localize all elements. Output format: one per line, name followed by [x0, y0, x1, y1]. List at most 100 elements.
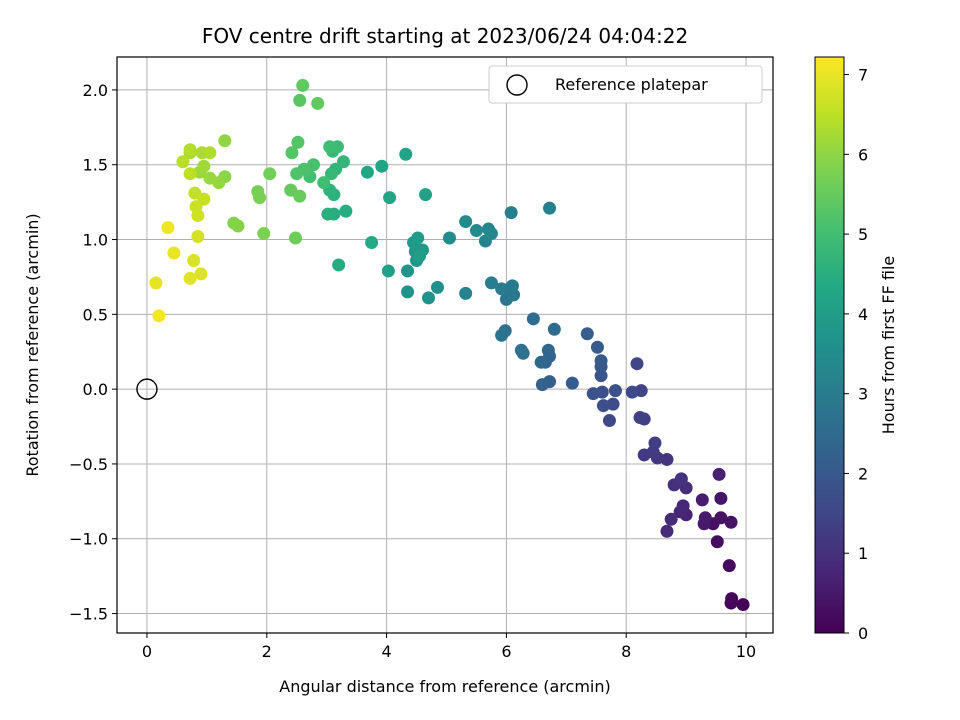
data-point	[712, 467, 726, 481]
data-point	[323, 140, 337, 154]
data-point	[399, 147, 413, 161]
data-point	[375, 159, 389, 173]
data-point	[676, 499, 690, 513]
colorbar: 0 1 2 3 4 5 6 7 Hours from first FF file	[814, 56, 898, 643]
data-point	[381, 264, 395, 278]
colorbar-tick-label: 2	[858, 464, 868, 483]
chart-title: FOV centre drift starting at 2023/06/24 …	[202, 24, 688, 48]
data-point	[167, 246, 181, 260]
data-point	[311, 96, 325, 110]
data-point	[360, 165, 374, 179]
data-point	[285, 146, 299, 160]
data-point	[594, 369, 608, 383]
legend-reference-marker	[506, 74, 528, 96]
x-tick-label: 8	[621, 642, 631, 661]
data-point	[547, 322, 561, 336]
data-point	[633, 411, 647, 425]
x-tick-label: 0	[142, 642, 152, 661]
data-point	[183, 167, 197, 181]
data-point	[590, 340, 604, 354]
data-point	[332, 258, 346, 272]
colorbar-tick-label: 4	[858, 305, 868, 324]
data-point	[383, 191, 397, 205]
data-point	[290, 167, 304, 181]
data-point	[194, 267, 208, 281]
data-point	[495, 282, 509, 296]
y-tick-label: 0.5	[83, 305, 108, 324]
data-point	[695, 493, 709, 507]
data-point	[263, 167, 277, 181]
data-point	[324, 167, 338, 181]
data-point	[514, 343, 528, 357]
colorbar-tick-label: 5	[858, 225, 868, 244]
data-point	[495, 328, 509, 342]
data-point	[725, 592, 739, 606]
data-point	[183, 143, 197, 157]
data-point	[586, 387, 600, 401]
data-point	[526, 312, 540, 326]
data-point	[365, 236, 379, 250]
y-tick-label: 0.0	[83, 380, 108, 399]
legend: Reference platepar	[488, 65, 763, 104]
data-point	[231, 219, 245, 233]
data-point	[218, 134, 232, 148]
data-point	[608, 384, 622, 398]
data-point	[191, 209, 205, 223]
data-point	[176, 155, 190, 169]
data-point	[543, 201, 557, 215]
data-point	[152, 309, 166, 323]
data-point	[459, 215, 473, 229]
reference-platepar-marker	[136, 378, 158, 400]
data-point	[336, 155, 350, 169]
y-tick-label: 1.5	[83, 156, 108, 175]
data-points	[149, 78, 750, 612]
data-point	[293, 189, 307, 203]
y-tick-label: 1.0	[83, 231, 108, 250]
x-tick-label: 6	[501, 642, 511, 661]
colorbar-label: Hours from first FF file	[879, 256, 898, 435]
data-point	[594, 354, 608, 368]
data-point	[289, 231, 303, 245]
y-tick-label: −1.0	[69, 530, 108, 549]
colorbar-tick-label: 7	[858, 66, 868, 85]
data-point	[580, 327, 594, 341]
data-point	[565, 376, 579, 390]
colorbar-tick-label: 1	[858, 544, 868, 563]
data-point	[710, 535, 724, 549]
data-point	[602, 414, 616, 428]
y-axis-ticks: −1.5 −1.0 −0.5 0.0 0.5 1.0 1.5 2.0	[69, 81, 117, 624]
colorbar-tick-label: 0	[858, 624, 868, 643]
x-tick-label: 4	[381, 642, 391, 661]
data-point	[541, 343, 555, 357]
data-point	[431, 280, 445, 294]
data-point	[534, 355, 548, 369]
data-point	[606, 397, 620, 411]
grid-lines	[117, 57, 773, 633]
y-tick-label: −1.5	[69, 605, 108, 624]
y-tick-label: −0.5	[69, 455, 108, 474]
plot-frame	[116, 56, 774, 634]
data-point	[291, 135, 305, 149]
data-point	[722, 559, 736, 573]
data-point	[161, 221, 175, 235]
data-point	[183, 271, 197, 285]
data-point	[339, 204, 353, 218]
colorbar-tick-label: 3	[858, 385, 868, 404]
data-point	[419, 188, 433, 202]
data-point	[253, 191, 267, 205]
x-tick-label: 2	[262, 642, 272, 661]
data-point	[625, 385, 639, 399]
data-point	[442, 231, 456, 245]
data-point	[724, 515, 738, 529]
data-point	[736, 598, 750, 612]
colorbar-ticks: 0 1 2 3 4 5 6 7	[844, 66, 868, 643]
data-point	[698, 511, 712, 525]
data-point	[401, 264, 415, 278]
x-axis-ticks: 0 2 4 6 8 10	[142, 633, 756, 661]
data-point	[321, 207, 335, 221]
data-point	[459, 286, 473, 300]
data-point	[630, 357, 644, 371]
data-point	[484, 276, 498, 290]
data-point	[257, 227, 271, 241]
